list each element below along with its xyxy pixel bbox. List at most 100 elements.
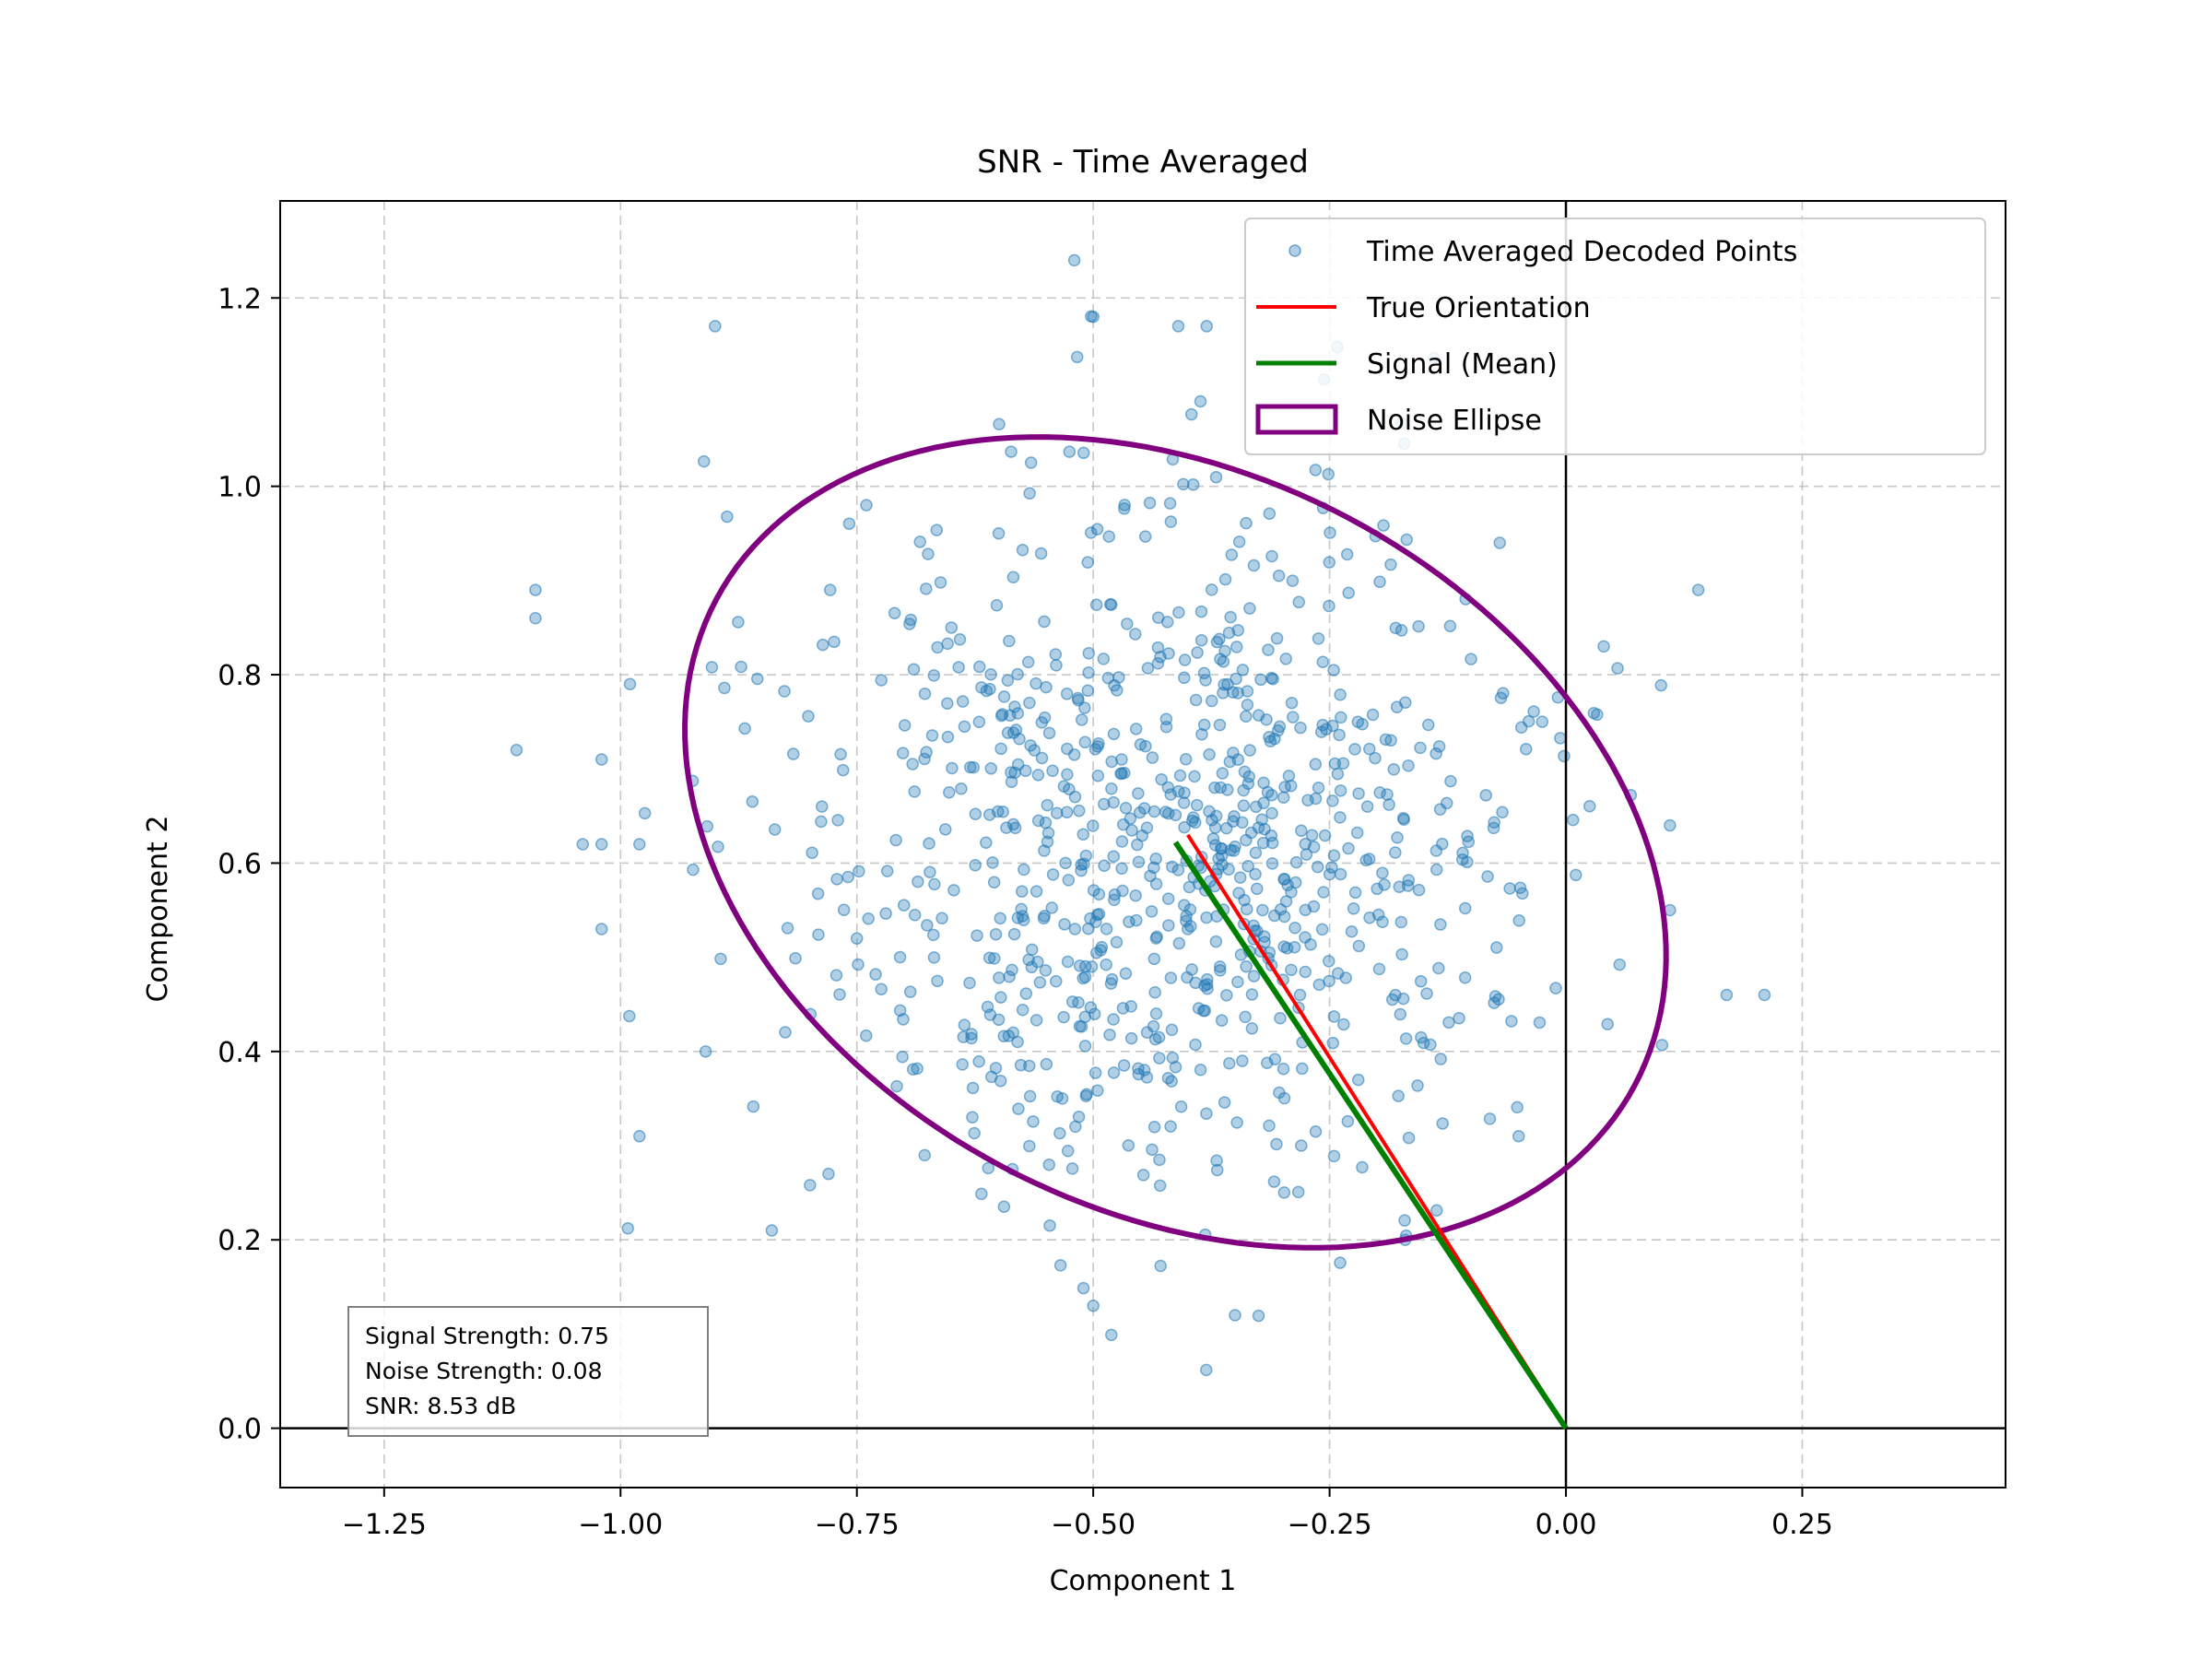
scatter-point [1488,996,1500,1009]
scatter-point [1214,964,1227,977]
scatter-point [1046,764,1059,777]
scatter-point [1249,867,1262,881]
scatter-point [1272,570,1286,582]
scatter-point [1224,610,1237,624]
scatter-point [1462,835,1476,849]
scatter-point [1323,599,1335,613]
scatter-point [1341,1114,1355,1128]
scatter-point [1195,727,1208,741]
scatter-point [1239,1010,1252,1024]
scatter-point [875,982,888,995]
scatter-point [1282,770,1296,782]
scatter-point [925,729,939,742]
scatter-point [1100,958,1112,971]
scatter-point [920,582,933,595]
scatter-point [1402,759,1415,772]
scatter-point [1116,818,1130,831]
y-tick-label: 0.4 [218,1037,262,1069]
scatter-point [1613,958,1627,971]
scatter-point [1025,943,1039,957]
scatter-point [1098,797,1111,811]
scatter-point [623,1009,636,1023]
scatter-point [1360,800,1374,813]
scatter-point [633,838,646,851]
scatter-point [963,976,976,990]
scatter-point [1200,1363,1213,1377]
scatter-point [1171,320,1185,333]
scatter-point [1430,1204,1443,1218]
scatter-point [633,1130,646,1143]
scatter-point [1432,740,1446,753]
scatter-point [1391,830,1404,844]
scatter-point [1007,927,1021,941]
scatter-point [1081,684,1095,698]
scatter-point [1186,478,1200,491]
scatter-point [1434,1053,1447,1065]
scatter-point [1023,696,1036,710]
x-tick-label: −1.25 [342,1509,427,1541]
scatter-point [687,863,700,877]
scatter-point [1252,821,1265,834]
scatter-point [850,932,864,945]
scatter-point [1189,693,1203,707]
chart-title: SNR - Time Averaged [977,144,1309,181]
scatter-point [903,985,917,998]
scatter-point [1549,982,1562,994]
scatter-point [1214,653,1227,665]
scatter-point [1005,775,1018,789]
scatter-point [904,613,917,627]
scatter-point [1147,952,1161,966]
stats-noise-strength: Noise Strength: 0.08 [365,1358,602,1384]
scatter-point [1268,909,1281,923]
x-tick-label: 0.25 [1771,1509,1833,1541]
scatter-point [1232,535,1246,548]
y-tick-label: 0.0 [218,1414,262,1446]
scatter-point [1125,824,1138,837]
scatter-point [1315,923,1329,936]
scatter-point [860,1029,873,1042]
scatter-point [1337,1018,1350,1031]
scatter-point [994,742,1007,756]
scatter-point [1402,1131,1416,1145]
scatter-point [927,951,941,964]
scatter-point [1057,1010,1070,1024]
scatter-point [1247,970,1261,982]
scatter-point [1085,960,1099,973]
scatter-point [1387,762,1400,776]
scatter-point [1256,836,1270,850]
scatter-point [1189,1038,1202,1052]
scatter-point [1051,1090,1064,1103]
scatter-point [1117,1059,1131,1072]
stats-signal-strength: Signal Strength: 0.75 [365,1323,609,1349]
scatter-point [1210,1163,1224,1177]
scatter-point [1266,672,1279,686]
scatter-point [969,859,982,872]
scatter-point [1285,696,1299,710]
scatter-point [595,838,608,851]
scatter-point [893,950,907,964]
scatter-point [1270,1137,1283,1151]
scatter-point [1031,814,1045,828]
scatter-point [993,418,1006,430]
scatter-point [1024,739,1037,752]
scatter-point [1153,1052,1166,1065]
scatter-point [935,912,948,925]
scatter-point [1163,497,1177,510]
scatter-point [1019,987,1033,1000]
scatter-point [1242,770,1255,783]
scatter-point [1309,758,1323,771]
scatter-point [1078,735,1092,749]
scatter-point [1075,713,1088,726]
scatter-point [986,856,999,869]
scatter-point [943,785,956,799]
scatter-point [1430,844,1443,857]
scatter-point [1151,641,1165,654]
scatter-point [1394,1007,1407,1021]
scatter-point [1216,767,1230,780]
scatter-point [1067,253,1081,267]
scatter-point [1512,914,1525,927]
scatter-point [1327,1149,1341,1163]
scatter-point [1046,868,1060,881]
scatter-point [1288,940,1301,954]
